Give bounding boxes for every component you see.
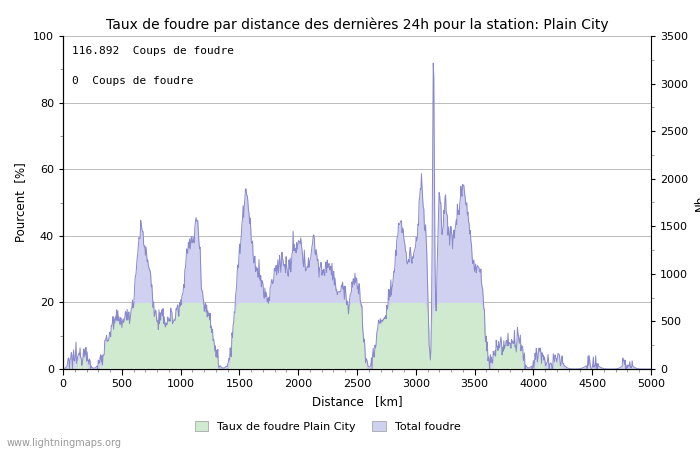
Title: Taux de foudre par distance des dernières 24h pour la station: Plain City: Taux de foudre par distance des dernière… bbox=[106, 18, 608, 32]
Legend: Taux de foudre Plain City, Total foudre: Taux de foudre Plain City, Total foudre bbox=[190, 417, 465, 436]
Y-axis label: Pourcent  [%]: Pourcent [%] bbox=[15, 162, 27, 243]
X-axis label: Distance   [km]: Distance [km] bbox=[312, 395, 402, 408]
Text: 116.892  Coups de foudre: 116.892 Coups de foudre bbox=[72, 46, 234, 56]
Text: 0  Coups de foudre: 0 Coups de foudre bbox=[72, 76, 193, 86]
Y-axis label: Nb: Nb bbox=[694, 194, 700, 211]
Text: www.lightningmaps.org: www.lightningmaps.org bbox=[7, 438, 122, 448]
